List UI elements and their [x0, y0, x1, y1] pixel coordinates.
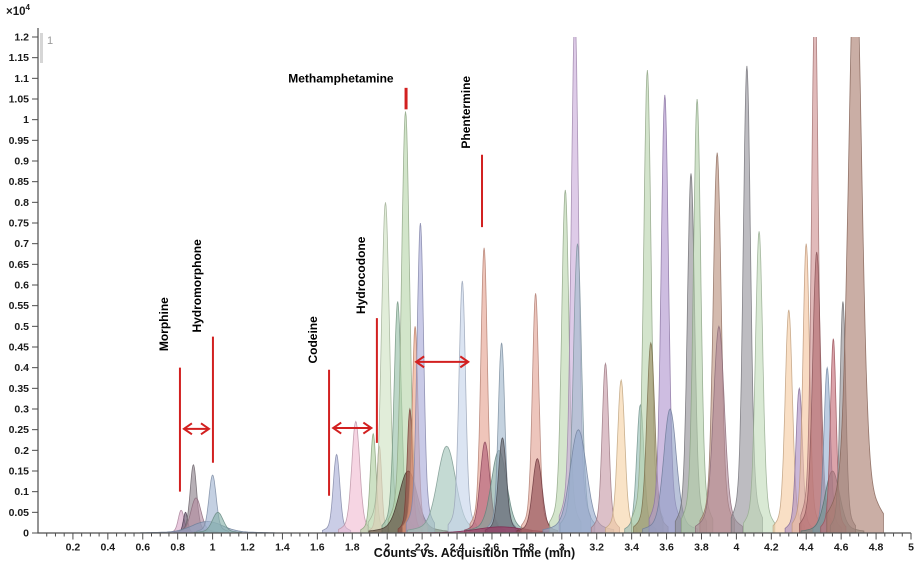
y-tick-label: 0.5	[14, 321, 29, 333]
y-tick-label: 1.1	[14, 73, 29, 85]
scale-exponent: 4	[25, 3, 30, 12]
delta-arrow-head-right	[200, 422, 211, 436]
compound-label-methamphetamine: Methamphetamine	[288, 71, 394, 85]
x-tick-label: 4.4	[799, 542, 814, 554]
compound-label-hydrocodone: Hydrocodone	[354, 236, 368, 314]
delta-arrow-head-left	[331, 421, 342, 435]
x-tick-label: 0.6	[135, 542, 150, 554]
y-tick-label: 0.75	[9, 218, 30, 230]
peak	[743, 231, 776, 533]
y-tick-label: 0.2	[14, 445, 29, 457]
delta-arrow-head-right	[459, 355, 471, 369]
peak	[193, 511, 242, 533]
peak	[484, 437, 521, 533]
x-tick-label: 2.2	[415, 542, 430, 554]
y-tick-label: 0.95	[9, 135, 30, 147]
y-axis-scale-label: ×104	[6, 3, 30, 18]
y-tick-label: 0.3	[14, 404, 29, 416]
delta-arrow-head-left	[414, 355, 425, 369]
x-tick-label: 3	[559, 542, 565, 554]
compound-label-hydromorphone: Hydromorphone	[190, 239, 204, 333]
x-tick-label: 0.2	[66, 542, 81, 554]
y-tick-label: 0.1	[14, 486, 29, 498]
pane-selection-strip[interactable]	[40, 33, 43, 63]
axes-lines	[37, 28, 911, 534]
y-tick-label: 0.55	[9, 300, 30, 312]
peaks-group	[140, 37, 884, 533]
y-tick-label: 0.85	[9, 176, 30, 188]
y-tick-label: 0.6	[14, 280, 29, 292]
y-tick-label: 0.65	[9, 259, 30, 271]
y-tick-label: 0	[23, 528, 29, 540]
x-tick-label: 2.4	[450, 542, 465, 554]
y-tick-label: 1.05	[9, 94, 30, 106]
x-tick-label: 0.4	[101, 542, 116, 554]
peak	[826, 37, 884, 533]
x-tick-label: 4.8	[869, 542, 884, 554]
x-axis-title: Counts vs. Acquisition Time (min)	[373, 546, 576, 560]
x-tick-label: 1.4	[275, 542, 290, 554]
x-tick-label: 2	[384, 542, 390, 554]
y-tick-label: 0.15	[9, 466, 30, 478]
compound-label-codeine: Codeine	[306, 316, 320, 364]
y-tick-label: 0.35	[9, 383, 30, 395]
x-tick-label: 3.8	[694, 542, 709, 554]
y-tick-label: 0.8	[14, 197, 29, 209]
compound-label-phentermine: Phentermine	[459, 76, 473, 149]
compound-label-morphine: Morphine	[157, 297, 171, 351]
pane-number-label: 1	[47, 35, 54, 47]
y-tick-label: 0.25	[9, 424, 30, 436]
y-tick-label: 0.9	[14, 156, 29, 168]
y-tick-label: 1	[23, 114, 29, 126]
x-tick-label: 2.8	[520, 542, 535, 554]
y-tick-label: 0.7	[14, 238, 29, 250]
x-tick-label: 4	[733, 542, 739, 554]
scale-mantissa: ×10	[6, 5, 26, 18]
x-tick-label: 1.2	[240, 542, 255, 554]
x-tick-label: 5	[908, 542, 914, 554]
x-tick-label: 0.8	[170, 542, 185, 554]
delta-arrow-head-left	[182, 422, 193, 436]
y-tick-label: 0.4	[14, 362, 29, 374]
x-tick-label: 1	[210, 542, 216, 554]
x-tick-label: 4.2	[764, 542, 779, 554]
x-tick-label: 3.4	[624, 542, 639, 554]
delta-arrow-head-right	[362, 421, 374, 435]
x-tick-label: 2.6	[485, 542, 500, 554]
peak	[447, 280, 477, 533]
y-tick-label: 0.05	[9, 507, 30, 519]
x-tick-label: 3.2	[589, 542, 604, 554]
x-tick-label: 1.6	[310, 542, 325, 554]
x-tick-label: 4.6	[834, 542, 849, 554]
y-tick-label: 1.2	[14, 32, 29, 44]
x-tick-label: 3.6	[659, 542, 674, 554]
y-tick-label: 1.15	[9, 52, 30, 64]
y-tick-label: 0.45	[9, 342, 30, 354]
x-tick-label: 1.8	[345, 542, 360, 554]
